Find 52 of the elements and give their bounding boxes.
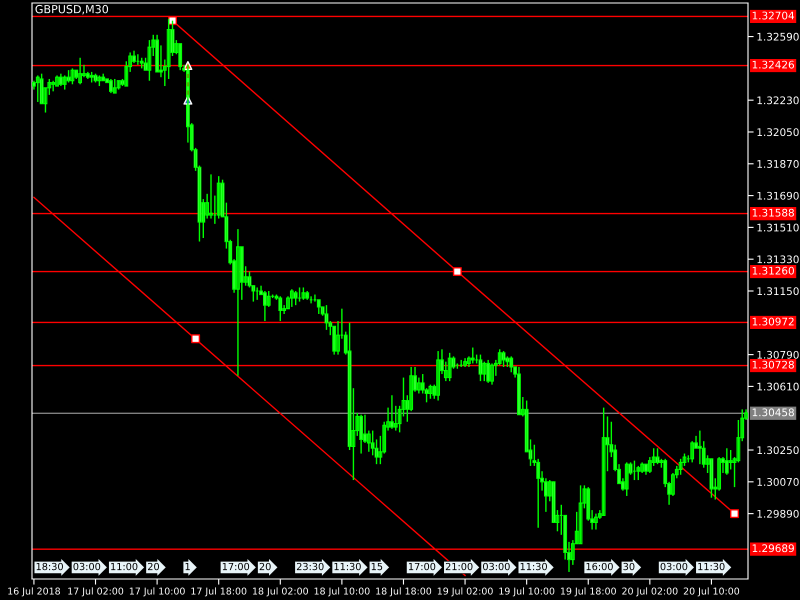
- chart-title: GBPUSD,M30: [35, 4, 108, 14]
- y-tick-label: 1.32230: [757, 96, 799, 104]
- annotation: 03:00: [483, 562, 510, 570]
- annotation: 15: [372, 562, 382, 570]
- x-tick-label: 17 Jul 18:00: [191, 587, 246, 596]
- y-tick-label: 1.30790: [757, 350, 799, 359]
- y-tick-label: 1.31870: [757, 160, 799, 168]
- annotation: 03:00: [660, 562, 688, 570]
- ref-line-label: 1.30728: [752, 360, 794, 369]
- ref-line-label: 1.32426: [752, 60, 794, 69]
- annotation: 21:00: [446, 562, 473, 570]
- y-tick-label: 1.31510: [757, 224, 799, 232]
- y-tick-label: 1.31150: [757, 287, 799, 296]
- x-tick-label: 17 Jul 02:00: [68, 587, 124, 596]
- ref-line-label: 1.30972: [752, 318, 794, 326]
- annotation: 11:00: [111, 562, 138, 570]
- annotation: 11:30: [520, 562, 547, 570]
- x-tick-label: 19 Jul 18:00: [560, 587, 616, 596]
- y-tick-label: 1.30610: [757, 382, 799, 391]
- annotation: 17:00: [408, 562, 436, 570]
- annotation: 11:30: [334, 562, 361, 570]
- annotation: 03:00: [73, 562, 100, 570]
- ref-line-label: 1.31260: [752, 266, 794, 275]
- annotation: 20: [260, 562, 271, 570]
- ref-line-label: 1.30458: [752, 408, 794, 416]
- x-tick-label: 18 Jul 02:00: [253, 587, 308, 596]
- annotation: 16:00: [586, 562, 613, 570]
- y-tick-label: 1.31330: [757, 255, 799, 264]
- annotation: 1: [186, 562, 190, 570]
- ref-line-label: 1.29689: [752, 544, 794, 552]
- annotation: 18:30: [36, 562, 63, 570]
- annotation: 20: [148, 562, 159, 570]
- y-tick-label: 1.32590: [757, 32, 799, 41]
- x-tick-label: 16 Jul 2018: [8, 587, 60, 596]
- x-tick-label: 17 Jul 10:00: [130, 587, 185, 596]
- ref-line-label: 1.32704: [752, 12, 794, 20]
- annotation: 11:30: [698, 562, 725, 570]
- y-tick-label: 1.29890: [757, 510, 799, 518]
- y-tick-label: 1.32050: [757, 128, 799, 136]
- x-tick-label: 19 Jul 10:00: [499, 587, 554, 596]
- x-tick-label: 18 Jul 10:00: [314, 587, 370, 596]
- x-tick-label: 20 Jul 02:00: [622, 587, 678, 596]
- annotation: 30: [623, 562, 634, 570]
- x-tick-label: 18 Jul 18:00: [376, 587, 432, 596]
- x-tick-label: 20 Jul 10:00: [684, 587, 740, 596]
- y-tick-label: 1.31690: [757, 192, 799, 200]
- annotation: 23:30: [296, 562, 324, 570]
- y-tick-label: 1.30250: [757, 446, 799, 454]
- annotation: 17:00: [222, 562, 250, 570]
- x-tick-label: 19 Jul 02:00: [438, 587, 493, 596]
- y-tick-label: 1.30070: [757, 478, 799, 486]
- ref-line-label: 1.31588: [752, 208, 794, 217]
